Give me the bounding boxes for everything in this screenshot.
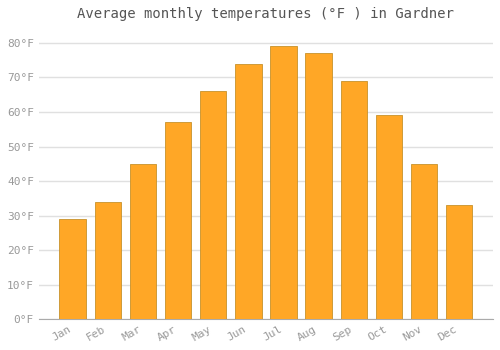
Bar bbox=[446, 205, 472, 320]
Bar bbox=[376, 116, 402, 320]
Bar bbox=[94, 202, 121, 320]
Title: Average monthly temperatures (°F ) in Gardner: Average monthly temperatures (°F ) in Ga… bbox=[78, 7, 454, 21]
Bar bbox=[411, 164, 438, 320]
Bar bbox=[270, 46, 296, 320]
Bar bbox=[306, 53, 332, 320]
Bar bbox=[60, 219, 86, 320]
Bar bbox=[200, 91, 226, 320]
Bar bbox=[130, 164, 156, 320]
Bar bbox=[340, 81, 367, 320]
Bar bbox=[235, 64, 262, 320]
Bar bbox=[165, 122, 191, 320]
